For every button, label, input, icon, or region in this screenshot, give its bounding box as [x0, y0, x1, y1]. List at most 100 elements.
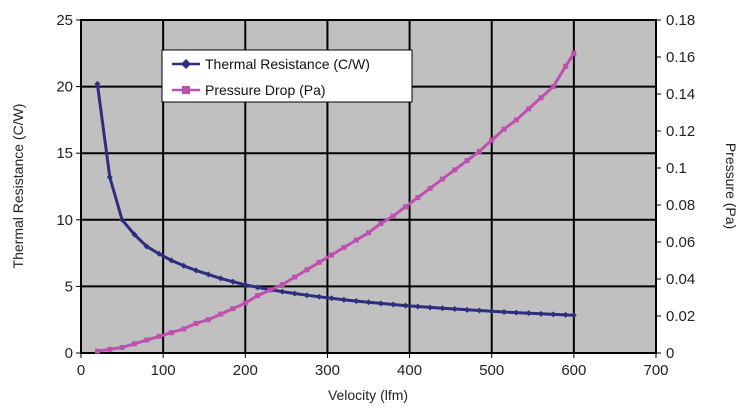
data-point-pressure-drop	[378, 221, 384, 226]
plot-border	[80, 19, 657, 354]
data-point-thermal-resistance	[365, 299, 372, 306]
y2-tick-label: 0.14	[666, 86, 695, 103]
data-point-pressure-drop	[526, 106, 532, 112]
data-point-pressure-drop	[538, 95, 544, 101]
y-axis-ticks: 0 5 10 15 20 25	[56, 12, 81, 362]
data-point-thermal-resistance	[328, 295, 335, 302]
data-point-pressure-drop	[94, 348, 100, 354]
data-point-thermal-resistance	[242, 281, 249, 288]
legend-box	[161, 49, 413, 103]
data-point-thermal-resistance	[131, 231, 138, 238]
data-point-thermal-resistance	[303, 292, 310, 299]
data-point-pressure-drop	[181, 326, 187, 332]
data-point-pressure-drop	[501, 126, 507, 132]
data-point-pressure-drop	[464, 158, 470, 164]
x-tick-label: 300	[315, 362, 340, 379]
data-point-pressure-drop	[316, 259, 322, 265]
data-point-thermal-resistance	[464, 306, 471, 313]
y-tick-label: 15	[56, 145, 73, 162]
y2-tick-label: 0.04	[666, 271, 695, 288]
data-point-thermal-resistance	[570, 312, 577, 319]
y-axis-title: Thermal Resistance (C/W)	[10, 104, 26, 269]
data-point-thermal-resistance	[562, 311, 569, 318]
data-point-thermal-resistance	[513, 309, 520, 316]
y-tick-label: 5	[65, 278, 73, 295]
data-point-pressure-drop	[415, 195, 421, 201]
y2-tick-label: 0.16	[666, 49, 695, 66]
y2-axis-ticks: 0 0.02 0.04 0.06 0.08 0.1 0.12 0.14 0.16 0.18	[656, 12, 695, 362]
data-point-thermal-resistance	[340, 296, 347, 303]
data-point-pressure-drop	[242, 300, 248, 306]
data-point-pressure-drop	[205, 317, 211, 323]
data-point-pressure-drop	[107, 346, 113, 352]
data-point-thermal-resistance	[106, 174, 113, 181]
y2-tick-label: 0	[666, 345, 674, 362]
legend-label-pressure-drop: Pressure Drop (Pa)	[205, 82, 326, 98]
data-point-thermal-resistance	[156, 250, 163, 257]
data-point-pressure-drop	[193, 320, 199, 326]
data-point-pressure-drop	[513, 117, 519, 123]
data-point-pressure-drop	[353, 237, 359, 243]
series-line-pressure-drop	[97, 52, 576, 353]
data-point-thermal-resistance	[180, 262, 187, 269]
data-point-thermal-resistance	[402, 302, 409, 309]
data-point-thermal-resistance	[501, 308, 508, 315]
data-point-pressure-drop	[292, 274, 298, 280]
data-point-pressure-drop	[119, 344, 125, 350]
data-point-thermal-resistance	[205, 271, 212, 278]
data-point-thermal-resistance	[525, 310, 532, 317]
data-point-pressure-drop	[366, 230, 371, 236]
x-tick-label: 700	[643, 362, 668, 379]
data-point-pressure-drop	[341, 245, 347, 251]
data-point-pressure-drop	[489, 137, 495, 143]
data-point-thermal-resistance	[488, 308, 495, 315]
y-tick-label: 25	[56, 12, 73, 29]
data-point-thermal-resistance	[168, 257, 175, 264]
series-line-thermal-resistance	[95, 83, 574, 317]
x-tick-label: 0	[77, 362, 85, 379]
series-layer	[94, 50, 577, 354]
data-point-pressure-drop	[550, 84, 556, 90]
y2-tick-label: 0.18	[666, 12, 695, 29]
data-point-pressure-drop	[144, 337, 150, 343]
data-point-pressure-drop	[329, 252, 335, 258]
data-point-thermal-resistance	[143, 243, 150, 250]
y2-tick-label: 0.1	[666, 160, 687, 177]
y-tick-label: 0	[65, 345, 73, 362]
data-point-thermal-resistance	[229, 278, 236, 285]
data-point-thermal-resistance	[451, 306, 458, 313]
legend-marker-pressure-drop	[182, 86, 190, 94]
data-point-thermal-resistance	[538, 310, 544, 317]
data-point-pressure-drop	[571, 50, 577, 56]
y2-tick-label: 0.08	[666, 197, 695, 214]
data-point-pressure-drop	[427, 185, 433, 191]
data-point-thermal-resistance	[353, 298, 360, 305]
x-axis-title: Velocity (lfm)	[328, 387, 408, 403]
data-point-thermal-resistance	[427, 304, 434, 311]
data-point-pressure-drop	[476, 148, 482, 154]
x-axis-ticks: 0 100 200 300 400 500 600 700	[77, 353, 669, 379]
data-point-thermal-resistance	[377, 300, 384, 307]
data-point-pressure-drop	[304, 267, 310, 273]
data-point-thermal-resistance	[254, 284, 261, 291]
x-tick-label: 600	[561, 362, 586, 379]
data-point-thermal-resistance	[119, 216, 126, 223]
y-tick-label: 10	[56, 212, 73, 229]
data-point-thermal-resistance	[94, 80, 101, 87]
y2-axis-title: Pressure (Pa)	[723, 143, 739, 229]
y2-tick-label: 0.02	[666, 308, 695, 325]
data-point-pressure-drop	[267, 287, 273, 293]
data-point-thermal-resistance	[439, 305, 446, 312]
data-point-pressure-drop	[439, 176, 445, 182]
data-point-pressure-drop	[218, 311, 224, 317]
data-point-pressure-drop	[255, 293, 261, 299]
y2-tick-label: 0.12	[666, 123, 695, 140]
x-tick-label: 200	[233, 362, 258, 379]
data-point-pressure-drop	[168, 330, 174, 336]
data-point-thermal-resistance	[550, 311, 557, 318]
data-point-pressure-drop	[230, 306, 236, 312]
x-tick-label: 400	[397, 362, 422, 379]
data-point-pressure-drop	[563, 63, 569, 69]
data-point-thermal-resistance	[279, 288, 286, 295]
